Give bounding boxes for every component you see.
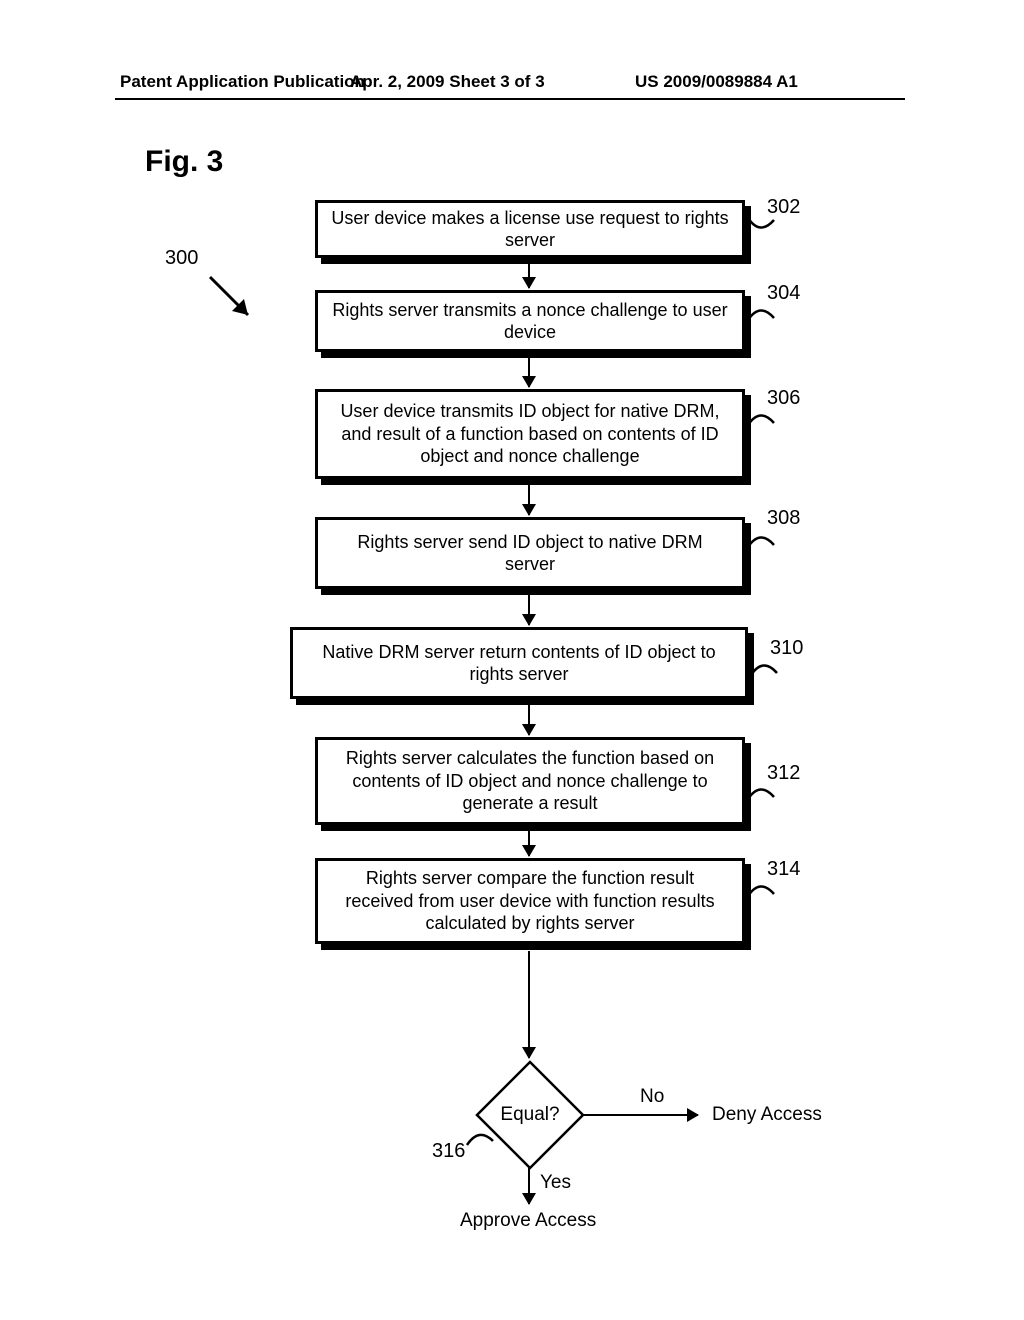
tie-314 bbox=[746, 878, 776, 900]
label-yes: Yes bbox=[540, 1172, 571, 1194]
step-314-box: Rights server compare the function resul… bbox=[315, 858, 745, 944]
result-approve: Approve Access bbox=[460, 1210, 596, 1232]
ref-308: 308 bbox=[767, 507, 800, 530]
arrow-308-310 bbox=[528, 595, 530, 625]
arrow-304-306 bbox=[528, 358, 530, 387]
ref-316: 316 bbox=[432, 1140, 465, 1163]
tie-304 bbox=[746, 302, 776, 324]
arrow-306-308 bbox=[528, 485, 530, 515]
step-312-text: Rights server calculates the function ba… bbox=[330, 747, 730, 815]
tie-306 bbox=[746, 407, 776, 429]
step-306-box: User device transmits ID object for nati… bbox=[315, 389, 745, 479]
step-304-text: Rights server transmits a nonce challeng… bbox=[330, 299, 730, 344]
arrow-312-314 bbox=[528, 831, 530, 856]
step-310-text: Native DRM server return contents of ID … bbox=[305, 641, 733, 686]
arrow-310-312 bbox=[528, 705, 530, 735]
arrow-decision-no bbox=[583, 1114, 698, 1116]
step-306-text: User device transmits ID object for nati… bbox=[330, 400, 730, 468]
arrow-302-304 bbox=[528, 264, 530, 288]
tie-312 bbox=[746, 781, 776, 803]
tie-316 bbox=[465, 1127, 495, 1149]
decision-text: Equal? bbox=[475, 1060, 585, 1170]
result-deny: Deny Access bbox=[712, 1104, 822, 1126]
step-308-text: Rights server send ID object to native D… bbox=[330, 531, 730, 576]
decision-equal: Equal? bbox=[475, 1060, 585, 1170]
step-308-box: Rights server send ID object to native D… bbox=[315, 517, 745, 589]
step-304-box: Rights server transmits a nonce challeng… bbox=[315, 290, 745, 352]
arrow-decision-yes bbox=[528, 1168, 530, 1204]
tie-310 bbox=[749, 657, 779, 679]
arrow-314-decision bbox=[528, 951, 530, 1058]
step-302-text: User device makes a license use request … bbox=[330, 207, 730, 252]
label-no: No bbox=[640, 1086, 664, 1108]
step-310-box: Native DRM server return contents of ID … bbox=[290, 627, 748, 699]
tie-302 bbox=[746, 214, 776, 236]
tie-308 bbox=[746, 529, 776, 551]
step-314-text: Rights server compare the function resul… bbox=[330, 867, 730, 935]
step-302-box: User device makes a license use request … bbox=[315, 200, 745, 258]
step-312-box: Rights server calculates the function ba… bbox=[315, 737, 745, 825]
